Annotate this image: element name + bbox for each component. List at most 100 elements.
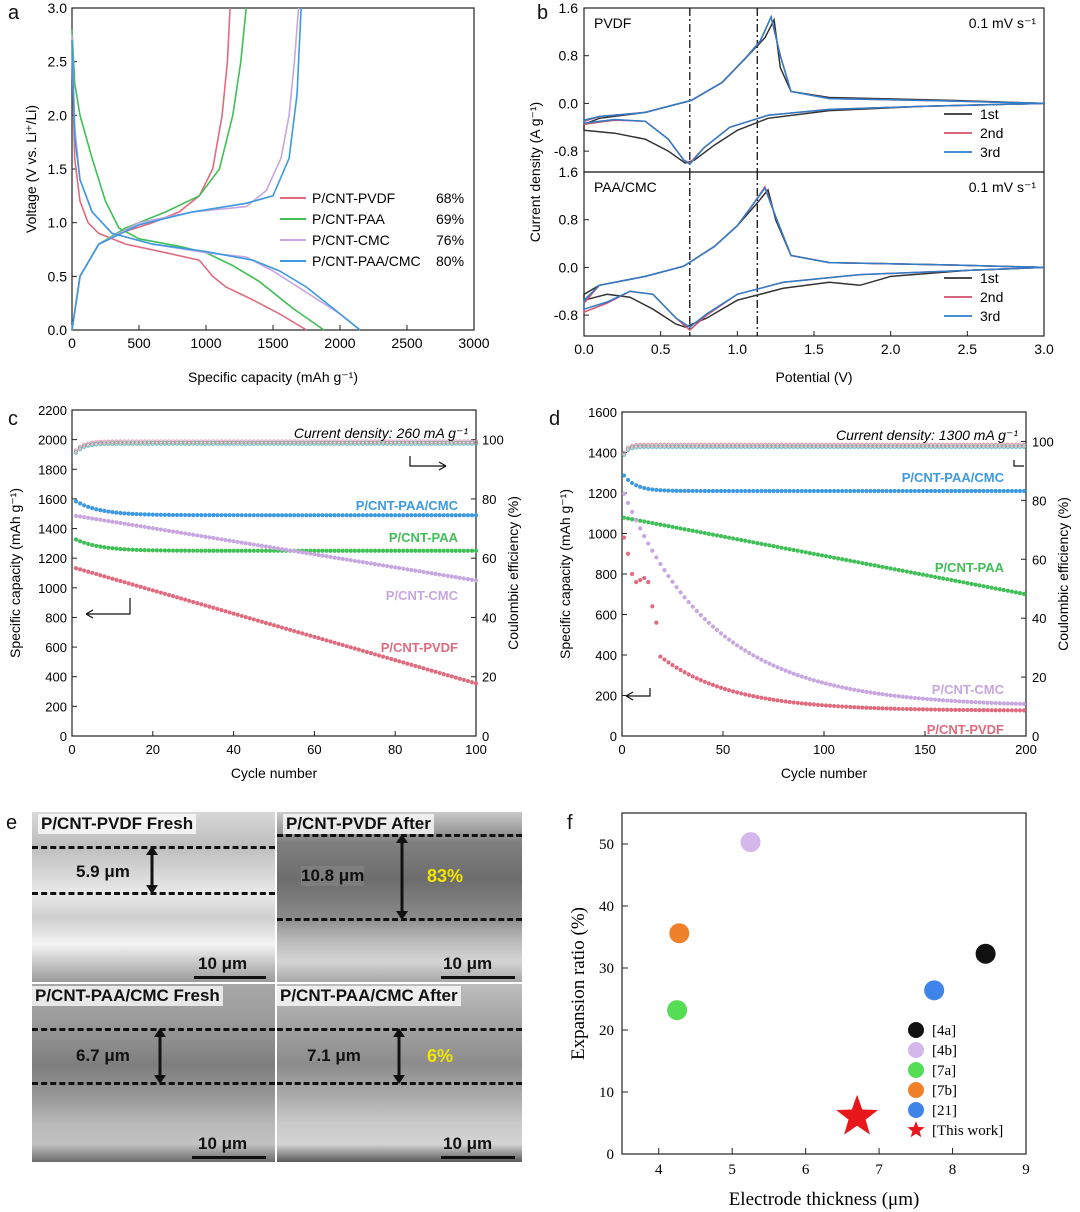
capacity-point xyxy=(300,513,305,518)
capacity-point xyxy=(880,488,885,494)
capacity-point xyxy=(183,512,188,518)
capacity-point xyxy=(166,548,172,553)
ce-point xyxy=(993,442,998,447)
sem-scale-label: 10 μm xyxy=(198,1134,248,1153)
capacity-point xyxy=(868,690,873,695)
capacity-point xyxy=(848,686,853,692)
capacity-point xyxy=(981,584,986,589)
capacity-point xyxy=(368,561,374,566)
ce-point xyxy=(465,439,471,444)
capacity-point xyxy=(142,524,147,530)
series-label: P/CNT-PAA xyxy=(935,560,1005,575)
capacity-point xyxy=(1005,488,1010,494)
capacity-point xyxy=(662,523,667,528)
capacity-point xyxy=(630,571,635,577)
y-tick-label: 200 xyxy=(595,689,617,704)
chart-a-voltage-profile: 0 500 1000 1500 2000 2500 3000 0.0 0.5 1.0 1.5 2.0 2… xyxy=(23,0,490,385)
series-label: P/CNT-CMC xyxy=(932,682,1005,697)
capacity-point xyxy=(819,680,825,685)
ce-point xyxy=(633,443,639,448)
capacity-point xyxy=(924,573,930,578)
capacity-point xyxy=(348,558,353,563)
ce-point xyxy=(263,439,269,444)
capacity-point xyxy=(417,665,422,670)
capacity-point xyxy=(743,692,748,697)
capacity-point xyxy=(977,700,982,705)
discharge-curve xyxy=(71,34,361,331)
capacity-point xyxy=(840,704,845,709)
capacity-point xyxy=(642,575,647,581)
capacity-point xyxy=(710,682,715,688)
ce-point xyxy=(936,442,942,447)
capacity-point xyxy=(122,547,127,552)
capacity-point xyxy=(235,612,240,617)
capacity-point xyxy=(836,488,841,494)
right-axis-arrow-icon xyxy=(1013,460,1024,467)
capacity-point xyxy=(360,648,365,653)
ce-point xyxy=(997,442,1002,447)
x-tick-label: 50 xyxy=(716,742,730,757)
capacity-point xyxy=(102,508,107,514)
capacity-point xyxy=(811,551,816,556)
ce-point xyxy=(393,439,398,444)
capacity-point xyxy=(154,589,159,594)
ce-point xyxy=(288,439,293,444)
capacity-point xyxy=(815,679,821,684)
capacity-point xyxy=(292,548,297,554)
capacity-point xyxy=(1017,590,1023,596)
capacity-point xyxy=(763,542,768,547)
ce-point xyxy=(710,442,716,447)
capacity-point xyxy=(819,488,825,494)
legend-label: [7b] xyxy=(932,1083,957,1099)
capacity-point xyxy=(945,577,950,582)
capacity-point xyxy=(698,530,703,535)
capacity-point xyxy=(977,583,982,588)
capacity-point xyxy=(876,706,881,711)
capacity-point xyxy=(275,624,281,629)
capacity-point xyxy=(799,549,804,554)
capacity-point xyxy=(690,528,695,533)
capacity-point xyxy=(433,571,438,576)
capacity-point xyxy=(811,678,816,683)
capacity-point xyxy=(759,488,764,494)
capacity-point xyxy=(759,541,764,546)
capacity-point xyxy=(449,574,454,579)
sem-title: P/CNT-PVDF Fresh xyxy=(38,814,197,834)
capacity-point xyxy=(767,488,772,494)
ce-point xyxy=(646,442,651,447)
capacity-point xyxy=(421,569,426,575)
ce-point xyxy=(638,442,643,448)
capacity-point xyxy=(771,544,776,549)
capacity-point xyxy=(106,575,111,580)
capacity-point xyxy=(267,513,273,518)
capacity-point xyxy=(94,507,99,512)
capacity-point xyxy=(953,698,958,704)
capacity-point xyxy=(401,513,406,518)
capacity-point xyxy=(376,548,382,553)
capacity-point xyxy=(900,706,905,712)
capacity-point xyxy=(779,698,784,704)
capacity-point xyxy=(630,517,635,522)
capacity-point xyxy=(231,611,236,616)
capacity-point xyxy=(731,488,736,494)
capacity-point xyxy=(288,627,293,632)
capacity-point xyxy=(953,578,958,583)
ce-point xyxy=(981,442,986,447)
capacity-point xyxy=(376,513,382,518)
ce-point xyxy=(803,442,808,447)
sem-scale-label: 10 μm xyxy=(198,954,248,973)
capacity-point xyxy=(625,477,631,483)
capacity-point xyxy=(296,513,301,518)
ce-point xyxy=(235,439,240,444)
capacity-point xyxy=(409,513,414,518)
ce-point xyxy=(445,439,450,444)
capacity-point xyxy=(912,570,917,576)
capacity-point xyxy=(86,569,91,574)
y2-axis-title: Coulombic efficiency (%) xyxy=(505,496,521,650)
capacity-point xyxy=(106,545,111,550)
capacity-point xyxy=(445,573,450,578)
ce-point xyxy=(678,442,683,447)
y2-tick-label: 100 xyxy=(482,433,504,448)
ce-point xyxy=(763,442,768,447)
ce-point xyxy=(629,443,635,449)
